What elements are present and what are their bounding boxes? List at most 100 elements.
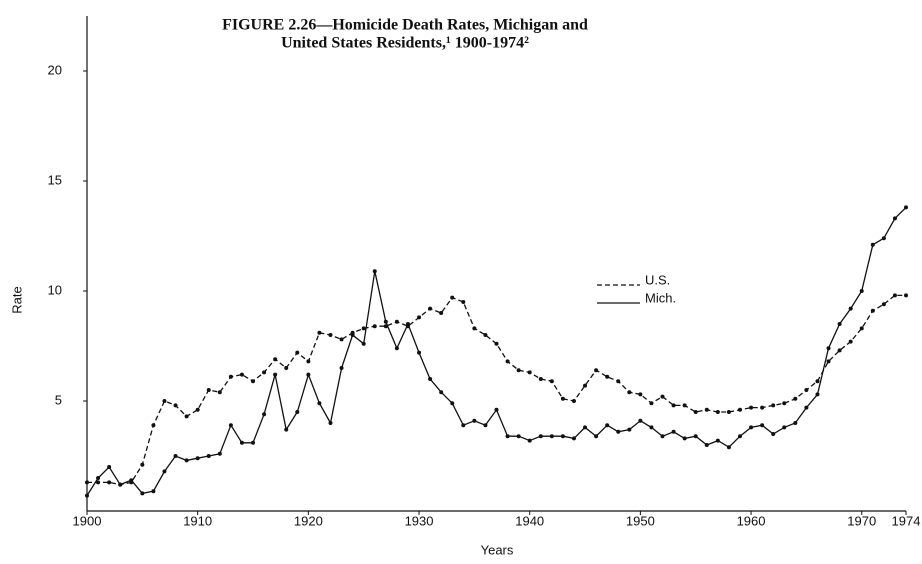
data-point [904,293,908,298]
data-point [760,423,765,428]
data-point [251,440,256,445]
data-point [715,410,720,414]
data-point [815,392,820,397]
data-point [605,374,610,379]
x-axis-label: Years [481,542,514,557]
data-point [405,322,410,326]
data-point [682,403,687,408]
data-point [704,407,709,412]
data-point [173,454,178,458]
data-point [560,396,565,401]
data-point [605,423,610,428]
data-point [483,423,488,428]
data-point [760,405,765,410]
data-point [837,348,842,353]
data-point [538,377,543,381]
data-point [826,346,831,351]
data-point [583,383,588,388]
data-point [737,434,742,439]
data-point [771,432,776,436]
data-point [273,357,278,362]
data-point [372,324,377,329]
data-point [162,399,167,403]
x-tick-label: 1920 [294,513,323,528]
data-point [328,421,333,425]
chart-title: FIGURE 2.26—Homicide Death Rates, Michig… [222,17,588,34]
data-point [660,394,665,399]
data-point [638,418,643,423]
data-point [439,311,444,315]
data-point [826,359,831,364]
data-point [107,465,112,469]
data-point [262,370,267,375]
data-point [472,418,477,423]
data-point [627,427,632,432]
data-point [881,302,886,307]
data-point [284,427,289,432]
data-point [704,443,709,447]
data-point [848,306,853,311]
data-point [151,423,156,428]
data-point [306,359,311,364]
x-tick-label: 1900 [73,513,102,528]
data-point [461,423,466,428]
data-point [417,315,422,320]
data-point [217,451,222,456]
data-point [317,330,322,335]
data-point [107,480,112,485]
data-point [140,462,145,467]
data-point [483,333,488,337]
data-point [206,454,211,458]
data-point [228,374,233,379]
data-point [693,410,698,414]
data-point [273,372,278,377]
data-point [494,407,499,412]
x-tick-label: 1930 [405,513,434,528]
data-point [306,372,311,377]
series-line [86,206,907,496]
data-point [549,434,554,439]
data-point [162,469,167,474]
data-point [472,326,477,331]
data-point [671,403,676,408]
data-point [616,429,621,434]
data-point [793,396,798,401]
data-point [428,306,433,311]
data-point [726,410,731,414]
data-point [262,412,267,417]
y-tick-label: 15 [48,172,62,187]
data-point [96,476,101,480]
data-point [815,379,820,384]
data-point [428,377,433,381]
data-point [350,333,355,337]
x-tick-label: 1960 [737,513,766,528]
data-point [693,434,698,439]
data-point [228,423,233,428]
data-point [85,480,89,485]
data-point [450,295,455,300]
data-point [892,293,897,298]
data-point [682,436,687,441]
data-point [505,434,510,439]
data-point [151,489,156,494]
data-point [184,414,189,419]
data-point [771,403,776,408]
data-point [649,401,654,406]
data-point [804,388,809,392]
legend-label: Mich. [645,290,676,305]
data-point [372,269,377,274]
data-point [394,346,399,351]
data-point [726,445,731,450]
data-point [251,379,256,384]
data-point [505,359,510,364]
data-point [571,436,576,441]
data-point [361,341,366,346]
data-point [527,438,532,443]
data-point [671,429,676,434]
data-point [594,368,599,373]
data-point [394,319,399,324]
data-point [782,401,787,406]
data-point [649,425,654,430]
chart-title: United States Residents,¹ 1900-1974² [281,35,529,52]
y-axis-label: Rate [9,286,24,313]
